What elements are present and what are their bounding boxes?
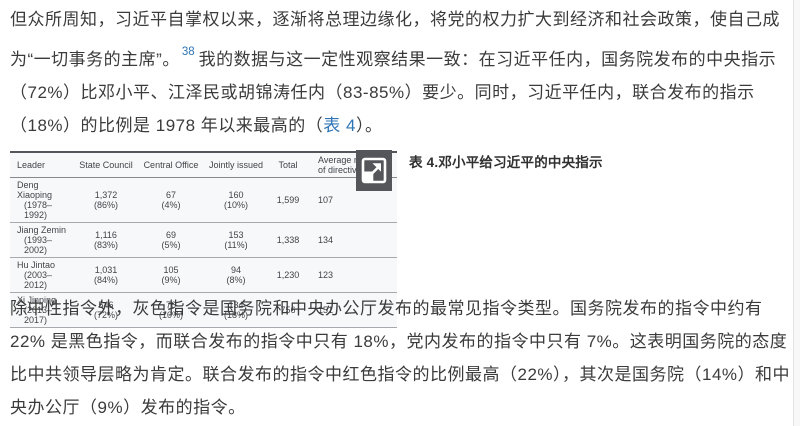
text-line: 比中共领导层略为肯定。联合发布的指令中红色指令的比例最高（22%），其次是国务院…	[10, 365, 791, 384]
text-segment: 我的数据与这一定性观察结果一致：在习近平任内，国务院发布的中央指示	[198, 50, 777, 69]
table-row: Hu Jintao (2003–2012) 1,031 (84%) 105 (9…	[10, 257, 397, 293]
text-segment: （18%）的比例是 1978 年以来最高的（	[10, 116, 324, 135]
text-line: （18%）的比例是 1978 年以来最高的（表 4）。	[10, 109, 794, 142]
table-caption: 表 4.邓小平给习近平的中央指示	[409, 151, 603, 171]
state-council-cell: 1,372 (86%)	[74, 177, 138, 223]
jointly-issued-cell: 153 (11%)	[204, 222, 268, 258]
caption-text: 邓小平给习近平的中央指示	[438, 155, 603, 170]
text-line: 但众所周知，习近平自掌权以来，逐渐将总理边缘化，将党的权力扩大到经济和社会政策，…	[10, 10, 780, 29]
total-cell: 1,230	[268, 257, 308, 293]
text-line: 除中性指令外，灰色指令是国务院和中央办公厅发布的最常见指令类型。国务院发布的指令…	[10, 299, 763, 318]
expand-icon	[356, 150, 392, 191]
central-office-cell: 76 (10%)	[138, 292, 204, 328]
average-cell: 151	[308, 292, 397, 328]
leader-cell: Hu Jintao (2003–2012)	[10, 257, 74, 293]
total-cell: 756	[268, 292, 308, 328]
col-header-leader: Leader	[10, 151, 74, 178]
table-image: Leader State Council Central Office Join…	[10, 151, 397, 328]
central-office-cell: 105 (9%)	[138, 257, 204, 293]
paragraph-2: 除中性指令外，灰色指令是国务院和中央办公厅发布的最常见指令类型。国务院发布的指令…	[10, 292, 794, 424]
table-row: Deng Xiaoping (1978–1992) 1,372 (86%) 67…	[10, 177, 397, 223]
col-header-state-council: State Council	[74, 151, 138, 178]
col-header-jointly-issued: Jointly issued	[204, 151, 268, 178]
table-row: Xi Jinping (2013–2017) 546 (72%) 76 (10%…	[10, 292, 397, 328]
col-header-central-office: Central Office	[138, 151, 204, 178]
average-cell: 134	[308, 222, 397, 258]
average-cell: 107	[308, 177, 397, 223]
total-cell: 1,599	[268, 177, 308, 223]
scrollbar-track[interactable]	[793, 0, 800, 426]
text-line: 为“一切事务的主席”。 38 我的数据与这一定性观察结果一致：在习近平任内，国务院发…	[10, 36, 794, 76]
total-cell: 1,338	[268, 222, 308, 258]
average-cell: 123	[308, 257, 397, 293]
leader-cell: Jiang Zemin (1993–2002)	[10, 222, 74, 258]
text-line: 22% 是黑色指令，而联合发布的指令中只有 18%，党内发布的指令中只有 7%。…	[10, 332, 788, 351]
jointly-issued-cell: 94 (8%)	[204, 257, 268, 293]
leader-cell: Xi Jinping (2013–2017)	[10, 292, 74, 328]
caption-label: 表 4.	[409, 155, 439, 170]
col-header-total: Total	[268, 151, 308, 178]
text-segment: ）。	[355, 116, 383, 135]
state-council-cell: 1,116 (83%)	[74, 222, 138, 258]
state-council-cell: 1,031 (84%)	[74, 257, 138, 293]
text-line: 央办公厅（9%）发布的指令。	[10, 398, 246, 417]
state-council-cell: 546 (72%)	[74, 292, 138, 328]
header-line: of directives	[318, 165, 367, 175]
directives-table: Leader State Council Central Office Join…	[10, 151, 397, 328]
central-office-cell: 67 (4%)	[138, 177, 204, 223]
footnote-ref-link[interactable]: 38	[181, 46, 195, 58]
table-4-link[interactable]: 表 4	[323, 116, 356, 135]
text-line: （72%）比邓小平、江泽民或胡锦涛任内（83-85%）要少。同时，习近平任内，联…	[10, 83, 755, 102]
text-segment: 为“一切事务的主席”。	[10, 50, 180, 69]
paragraph-1: 但众所周知，习近平自掌权以来，逐渐将总理边缘化，将党的权力扩大到经济和社会政策，…	[10, 3, 794, 142]
leader-cell: Deng Xiaoping (1978–1992)	[10, 177, 74, 223]
jointly-issued-cell: 160 (10%)	[204, 177, 268, 223]
expand-table-button[interactable]	[356, 150, 392, 191]
central-office-cell: 69 (5%)	[138, 222, 204, 258]
table-row: Jiang Zemin (1993–2002) 1,116 (83%) 69 (…	[10, 222, 397, 258]
header-line: Average number	[318, 155, 385, 165]
jointly-issued-cell: 134 (18%)	[204, 292, 268, 328]
table-header-row: Leader State Council Central Office Join…	[10, 151, 397, 178]
